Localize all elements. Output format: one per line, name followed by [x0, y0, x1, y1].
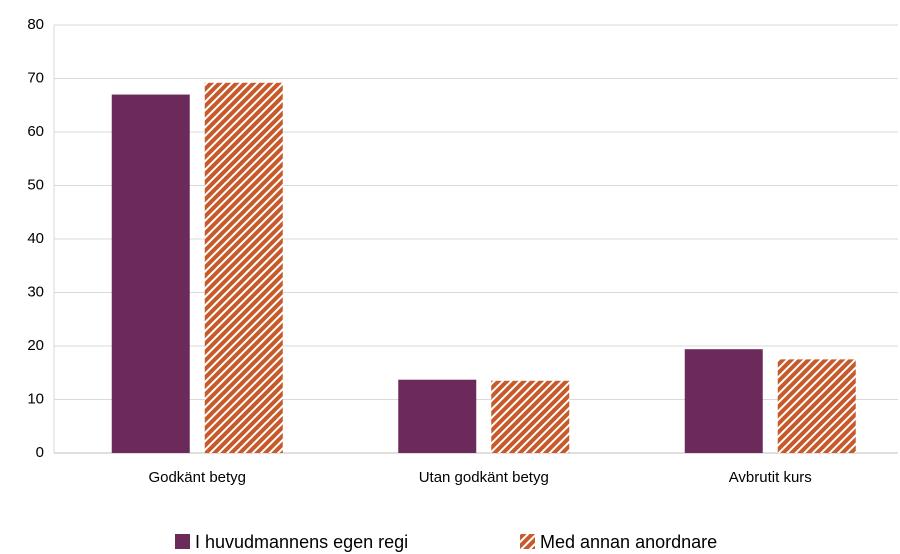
- y-tick-label: 30: [27, 283, 44, 300]
- legend-label: I huvudmannens egen regi: [195, 532, 408, 552]
- y-tick-label: 60: [27, 123, 44, 140]
- bar: [684, 349, 763, 453]
- y-tick-label: 50: [27, 176, 44, 193]
- y-tick-label: 70: [27, 69, 44, 86]
- y-tick-label: 80: [27, 16, 44, 33]
- bar: [491, 380, 570, 453]
- x-tick-label: Utan godkänt betyg: [419, 469, 549, 486]
- bar: [204, 82, 283, 453]
- bar: [777, 359, 856, 453]
- x-tick-label: Godkänt betyg: [148, 469, 246, 486]
- x-tick-label: Avbrutit kurs: [729, 469, 812, 486]
- legend-swatch: [520, 534, 535, 549]
- y-tick-label: 0: [36, 444, 44, 461]
- y-tick-label: 10: [27, 390, 44, 407]
- y-tick-label: 40: [27, 230, 44, 247]
- y-tick-label: 20: [27, 337, 44, 354]
- bar: [398, 379, 477, 453]
- legend-label: Med annan anordnare: [540, 532, 717, 552]
- bar: [111, 94, 190, 454]
- legend-swatch: [175, 534, 190, 549]
